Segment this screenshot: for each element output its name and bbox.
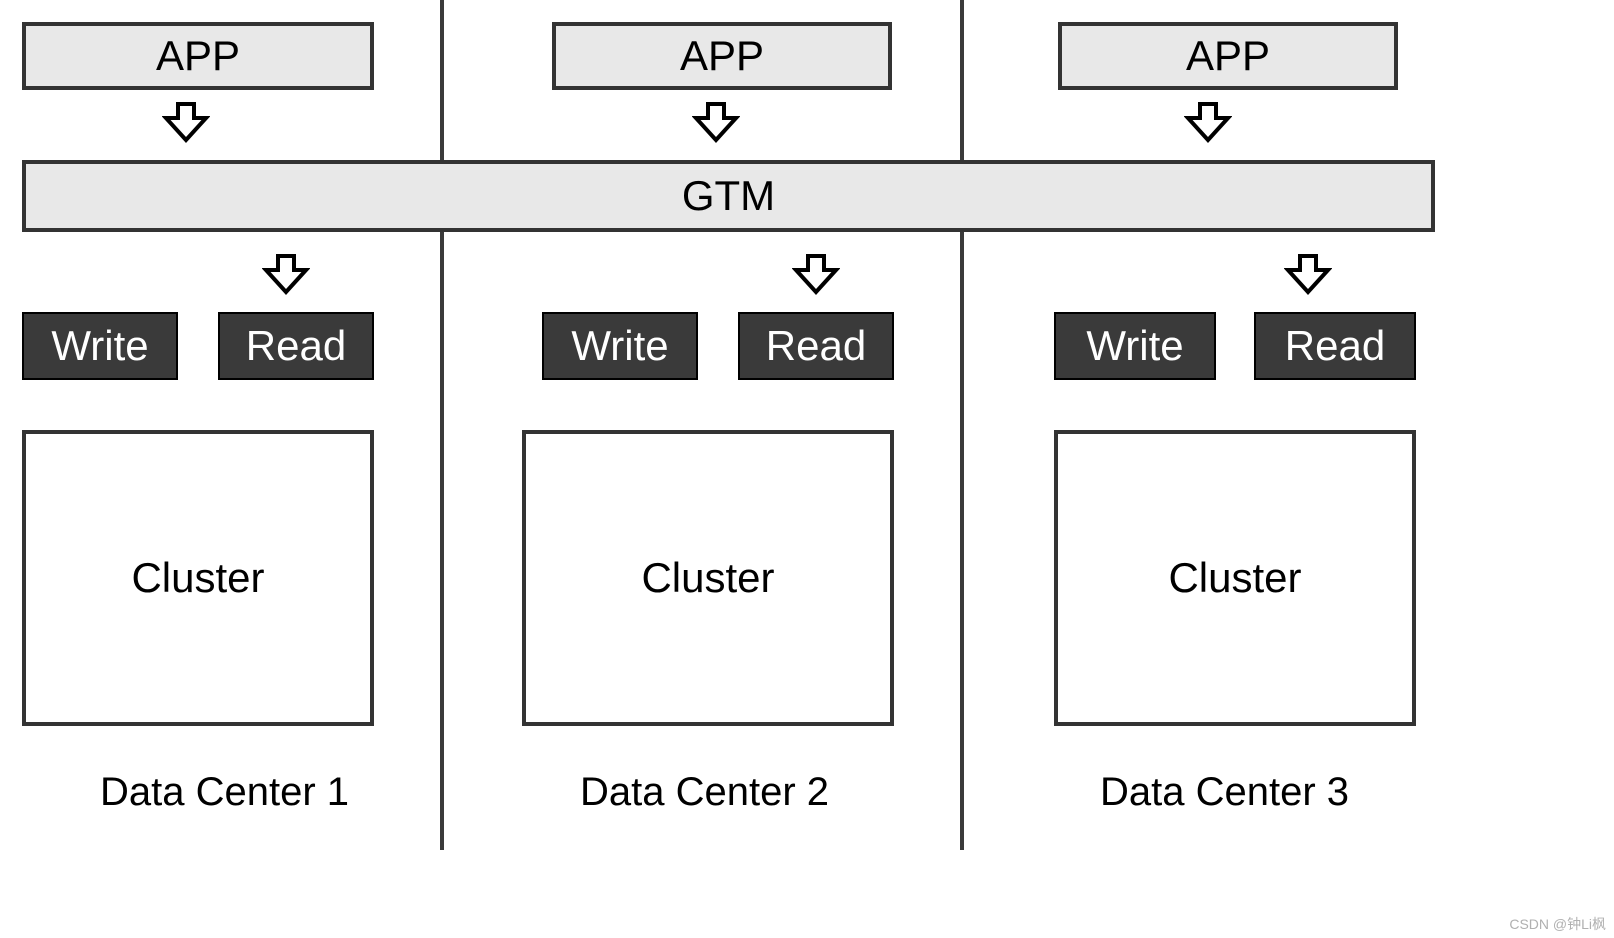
arrow-down-icon bbox=[792, 252, 840, 296]
divider-2 bbox=[960, 0, 964, 850]
app-box-3: APP bbox=[1058, 22, 1398, 90]
read-box-2: Read bbox=[738, 312, 894, 380]
dc-label-3: Data Center 3 bbox=[1100, 770, 1349, 815]
app-box-2: APP bbox=[552, 22, 892, 90]
arrow-down-icon bbox=[262, 252, 310, 296]
arrow-down-icon bbox=[1284, 252, 1332, 296]
arrow-down-icon bbox=[692, 100, 740, 144]
write-box-1: Write bbox=[22, 312, 178, 380]
write-box-3: Write bbox=[1054, 312, 1216, 380]
read-box-3: Read bbox=[1254, 312, 1416, 380]
arrow-down-icon bbox=[1184, 100, 1232, 144]
write-box-2: Write bbox=[542, 312, 698, 380]
gtm-box: GTM bbox=[22, 160, 1435, 232]
dc-label-1: Data Center 1 bbox=[100, 770, 349, 815]
dc-label-2: Data Center 2 bbox=[580, 770, 829, 815]
cluster-box-2: Cluster bbox=[522, 430, 894, 726]
watermark: CSDN @钟Li枫 bbox=[1509, 914, 1606, 934]
arrow-down-icon bbox=[162, 100, 210, 144]
cluster-box-3: Cluster bbox=[1054, 430, 1416, 726]
cluster-box-1: Cluster bbox=[22, 430, 374, 726]
read-box-1: Read bbox=[218, 312, 374, 380]
divider-1 bbox=[440, 0, 444, 850]
app-box-1: APP bbox=[22, 22, 374, 90]
diagram-container: APP Write Read Cluster Data Center 1 APP… bbox=[0, 0, 1614, 938]
